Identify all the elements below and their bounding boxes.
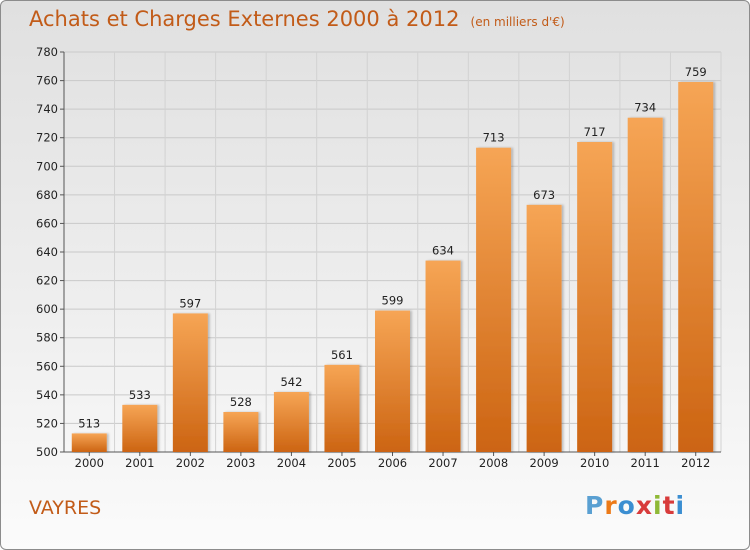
logo-letter: i <box>675 491 686 520</box>
data-label: 734 <box>634 101 656 115</box>
y-tick-label: 640 <box>36 245 58 259</box>
y-tick-label: 720 <box>36 131 58 145</box>
x-tick-label: 2000 <box>75 456 104 470</box>
chart-unit: (en milliers d'€) <box>470 15 565 29</box>
y-tick-label: 600 <box>36 302 58 316</box>
x-tick-label: 2012 <box>681 456 710 470</box>
y-tick-label: 780 <box>36 45 58 59</box>
x-tick-label: 2011 <box>631 456 660 470</box>
labels: 500 520 540 560 580 600 620 640 660 680 700 720 740 7… <box>36 45 710 470</box>
bar <box>324 364 360 452</box>
bar <box>425 260 461 452</box>
data-label: 634 <box>432 244 454 258</box>
logo-letter: r <box>604 491 618 520</box>
x-tick-label: 2008 <box>479 456 508 470</box>
bar <box>273 392 309 452</box>
x-tick-label: 2010 <box>580 456 609 470</box>
data-label: 717 <box>584 125 606 139</box>
bar <box>526 204 562 452</box>
y-tick-label: 700 <box>36 159 58 173</box>
bar <box>375 310 410 452</box>
y-tick-label: 580 <box>36 331 58 345</box>
data-label: 759 <box>685 65 707 79</box>
x-tick-label: 2006 <box>378 456 407 470</box>
x-tick-label: 2001 <box>125 456 154 470</box>
bar <box>71 433 107 452</box>
data-label: 599 <box>382 294 404 308</box>
logo-letter: x <box>635 491 653 520</box>
chart-title-block: Achats et Charges Externes 2000 à 2012 (… <box>29 7 565 31</box>
bar <box>223 412 259 452</box>
bar <box>172 313 208 452</box>
y-tick-label: 500 <box>36 445 58 459</box>
y-tick-label: 540 <box>36 388 58 402</box>
data-label: 542 <box>280 375 302 389</box>
data-label: 597 <box>179 296 201 310</box>
location-label: VAYRES <box>29 497 102 519</box>
x-tick-label: 2003 <box>226 456 255 470</box>
logo-letter: i <box>653 491 663 520</box>
y-tick-label: 660 <box>36 216 58 230</box>
bar <box>627 117 663 452</box>
data-label: 673 <box>533 188 555 202</box>
y-tick-label: 520 <box>36 416 58 430</box>
chart-title: Achats et Charges Externes 2000 à 2012 <box>29 7 460 31</box>
bar <box>577 142 613 452</box>
bar <box>122 404 158 452</box>
proxiti-logo: Proxiti <box>585 491 685 520</box>
data-label: 713 <box>483 131 505 145</box>
y-tick-label: 740 <box>36 102 58 116</box>
x-tick-label: 2005 <box>327 456 356 470</box>
data-label: 533 <box>129 388 151 402</box>
bar <box>678 82 714 452</box>
data-label: 561 <box>331 348 353 362</box>
y-tick-label: 560 <box>36 359 58 373</box>
x-tick-label: 2009 <box>529 456 558 470</box>
data-label: 528 <box>230 395 252 409</box>
y-tick-label: 620 <box>36 274 58 288</box>
data-label: 513 <box>78 416 100 430</box>
logo-letter: o <box>617 491 636 520</box>
bar <box>476 147 512 452</box>
y-tick-label: 680 <box>36 188 58 202</box>
logo-letter: t <box>662 491 676 520</box>
y-tick-label: 760 <box>36 74 58 88</box>
x-tick-label: 2004 <box>277 456 306 470</box>
x-tick-label: 2007 <box>428 456 457 470</box>
bars <box>71 82 714 452</box>
logo-letter: P <box>585 491 605 520</box>
x-tick-label: 2002 <box>176 456 205 470</box>
